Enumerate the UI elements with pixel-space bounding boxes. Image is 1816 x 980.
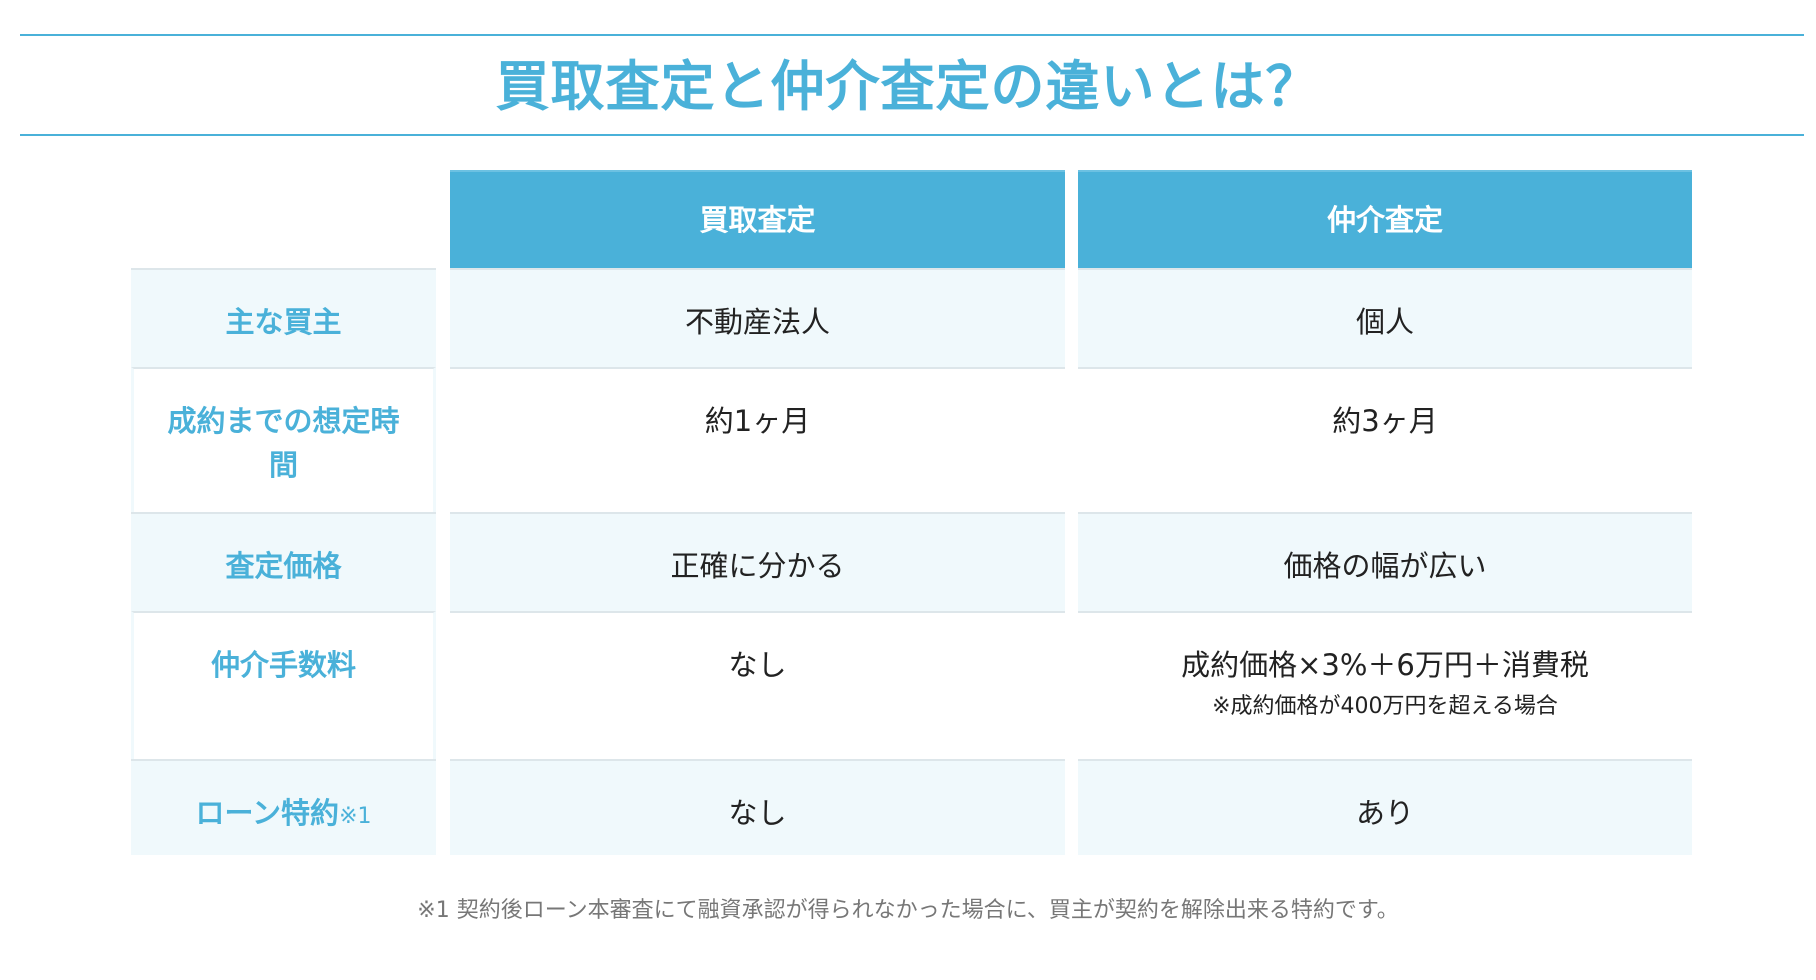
table-header-row: 買取査定 仲介査定 bbox=[131, 170, 1692, 268]
row-label: 仲介手数料 bbox=[131, 611, 436, 759]
title-top-rule bbox=[20, 34, 1804, 36]
brokerage-fee-note: ※成約価格が400万円を超える場合 bbox=[1212, 694, 1558, 719]
header-buy: 買取査定 bbox=[450, 170, 1065, 268]
cell-brokerage: 約3ヶ月 bbox=[1078, 367, 1692, 512]
table-row: 査定価格 正確に分かる 価格の幅が広い bbox=[131, 512, 1692, 611]
cell-buy: 不動産法人 bbox=[450, 268, 1065, 367]
cell-brokerage: 成約価格×3%＋6万円＋消費税 ※成約価格が400万円を超える場合 bbox=[1078, 611, 1692, 759]
row-label: 主な買主 bbox=[131, 268, 436, 367]
header-empty bbox=[131, 170, 436, 268]
row-label-text: ローン特約 bbox=[195, 796, 340, 830]
table-row: 成約までの想定時間 約1ヶ月 約3ヶ月 bbox=[131, 367, 1692, 512]
header-brokerage: 仲介査定 bbox=[1078, 170, 1692, 268]
title-bottom-rule bbox=[20, 134, 1804, 136]
table-row: 仲介手数料 なし 成約価格×3%＋6万円＋消費税 ※成約価格が400万円を超える… bbox=[131, 611, 1692, 759]
cell-buy: 正確に分かる bbox=[450, 512, 1065, 611]
footnote-mark: ※1 bbox=[339, 804, 372, 829]
row-label: 査定価格 bbox=[131, 512, 436, 611]
comparison-table: 買取査定 仲介査定 主な買主 不動産法人 個人 成約までの想定時間 約1ヶ月 約… bbox=[131, 170, 1692, 855]
page-title: 買取査定と仲介査定の違いとは？ bbox=[495, 55, 1321, 118]
cell-brokerage: あり bbox=[1078, 759, 1692, 855]
row-label: ローン特約※1 bbox=[131, 759, 436, 855]
cell-buy: なし bbox=[450, 759, 1065, 855]
table-row: 主な買主 不動産法人 個人 bbox=[131, 268, 1692, 367]
cell-buy: なし bbox=[450, 611, 1065, 759]
brokerage-fee: 成約価格×3%＋6万円＋消費税 bbox=[1181, 648, 1589, 682]
footnote: ※1 契約後ローン本審査にて融資承認が得られなかった場合に、買主が契約を解除出来… bbox=[417, 898, 1399, 923]
cell-buy: 約1ヶ月 bbox=[450, 367, 1065, 512]
cell-brokerage: 価格の幅が広い bbox=[1078, 512, 1692, 611]
table-row: ローン特約※1 なし あり bbox=[131, 759, 1692, 855]
row-label: 成約までの想定時間 bbox=[131, 367, 436, 512]
cell-brokerage: 個人 bbox=[1078, 268, 1692, 367]
